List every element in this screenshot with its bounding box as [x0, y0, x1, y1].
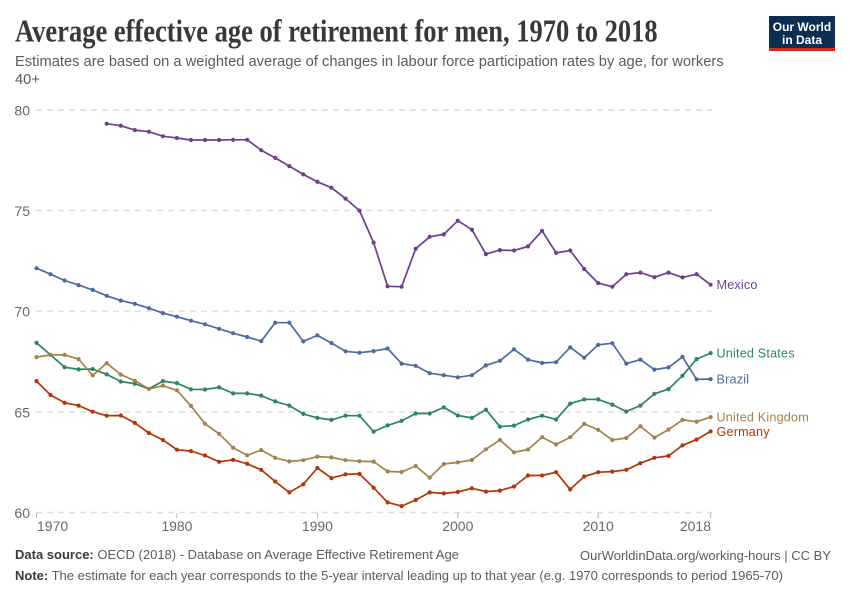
svg-text:Brazil: Brazil	[717, 373, 750, 387]
svg-text:1980: 1980	[161, 518, 192, 534]
svg-text:United Kingdom: United Kingdom	[717, 411, 809, 425]
svg-text:80: 80	[14, 103, 30, 119]
svg-text:1970: 1970	[37, 518, 68, 534]
svg-text:65: 65	[14, 404, 30, 420]
svg-text:United States: United States	[717, 347, 795, 361]
svg-text:2010: 2010	[583, 518, 614, 534]
svg-text:Germany: Germany	[717, 425, 771, 439]
svg-text:70: 70	[14, 304, 30, 320]
svg-text:1990: 1990	[302, 518, 333, 534]
svg-text:75: 75	[14, 203, 30, 219]
svg-text:60: 60	[14, 505, 30, 521]
svg-text:2000: 2000	[442, 518, 473, 534]
svg-text:Mexico: Mexico	[717, 278, 758, 292]
svg-text:2018: 2018	[680, 518, 711, 534]
